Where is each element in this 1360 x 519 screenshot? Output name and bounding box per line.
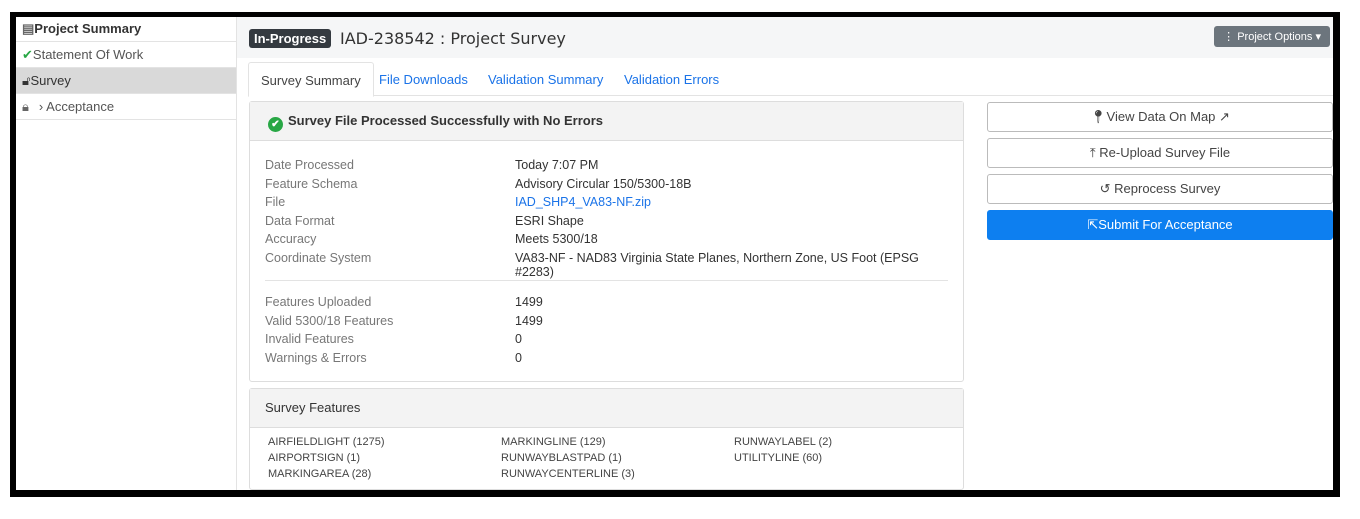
file-link[interactable]: IAD_SHP4_VA83-NF.zip xyxy=(515,195,651,210)
header: In-Progress IAD-238542 : Project Survey … xyxy=(237,17,1333,58)
page-title: IAD-238542 : Project Survey xyxy=(340,29,566,48)
feature-item: RUNWAYCENTERLINE (3) xyxy=(501,468,635,480)
sidebar-item-project-summary[interactable]: ▤Project Summary xyxy=(16,17,236,42)
sidebar-item-acceptance[interactable]: 🔒︎ › Acceptance xyxy=(16,94,236,120)
sidebar-item-statement-of-work[interactable]: ✔Statement Of Work xyxy=(16,42,236,68)
lock-icon: 🔒︎ xyxy=(22,99,29,114)
view-data-on-map-button[interactable]: 📍︎View Data On Map ↗ xyxy=(987,102,1333,132)
feature-item: MARKINGAREA (28) xyxy=(268,468,372,480)
count-label: Invalid Features xyxy=(265,332,354,347)
sidebar: ▤Project Summary ✔Statement Of Work 🔓︎Su… xyxy=(16,17,237,490)
feature-item: RUNWAYLABEL (2) xyxy=(734,436,833,448)
count-value: 0 xyxy=(515,332,522,347)
app: ▤Project Summary ✔Statement Of Work 🔓︎Su… xyxy=(16,17,1333,490)
detail-value: Today 7:07 PM xyxy=(515,158,599,172)
detail-label: File xyxy=(265,195,286,210)
tab-survey-summary[interactable]: Survey Summary xyxy=(248,62,374,97)
feature-item: MARKINGLINE (129) xyxy=(501,436,606,448)
count-label: Valid 5300/18 Features xyxy=(265,313,394,328)
tab-validation-errors[interactable]: Validation Errors xyxy=(624,72,720,87)
detail-label: Accuracy xyxy=(265,232,317,247)
project-options-button[interactable]: ⋮ Project Options ▾ xyxy=(1214,26,1330,47)
count-value: 1499 xyxy=(515,295,543,309)
tab-validation-summary[interactable]: Validation Summary xyxy=(488,72,604,87)
share-icon: ⇱ xyxy=(1087,217,1099,232)
feature-item: AIRPORTSIGN (1) xyxy=(268,452,361,464)
undo-icon: ↺ xyxy=(1099,181,1115,196)
check-icon: ✔ xyxy=(22,47,33,62)
submit-for-acceptance-button[interactable]: ⇱Submit For Acceptance xyxy=(987,210,1333,240)
list-icon: ▤ xyxy=(22,21,35,36)
feature-item: UTILITYLINE (60) xyxy=(734,452,823,464)
detail-label: Date Processed xyxy=(265,158,354,172)
detail-value: Meets 5300/18 xyxy=(515,232,598,247)
reupload-survey-button[interactable]: ⤒ Re-Upload Survey File xyxy=(987,138,1333,168)
vertical-dots-icon: ⋮ xyxy=(1223,31,1238,43)
detail-value: VA83-NF - NAD83 Virginia State Planes, N… xyxy=(515,251,919,279)
features-heading: Survey Features xyxy=(250,389,963,428)
reprocess-survey-button[interactable]: ↺ Reprocess Survey xyxy=(987,174,1333,204)
count-value: 1499 xyxy=(515,313,543,328)
tab-bar: Survey Summary File Downloads Validation… xyxy=(248,62,1333,97)
sidebar-item-survey[interactable]: 🔓︎Survey xyxy=(16,68,236,94)
features-card: Survey Features AIRFIELDLIGHT (1275) AIRP… xyxy=(249,388,964,490)
feature-item: RUNWAYBLASTPAD (1) xyxy=(501,452,622,464)
detail-value: Advisory Circular 150/5300-18B xyxy=(515,176,692,191)
check-circle-icon: ✔ xyxy=(268,117,283,132)
divider xyxy=(265,280,948,281)
status-badge: In-Progress xyxy=(249,29,332,48)
upload-icon: ⤒ xyxy=(1089,145,1100,160)
count-label: Warnings & Errors xyxy=(265,350,367,365)
count-label: Features Uploaded xyxy=(265,295,372,309)
unlock-icon: 🔓︎ xyxy=(22,73,31,88)
main: In-Progress IAD-238542 : Project Survey … xyxy=(237,17,1333,490)
summary-card: ✔ Survey File Processed Successfully with… xyxy=(249,101,964,382)
detail-label: Coordinate System xyxy=(265,251,372,265)
summary-heading: ✔ Survey File Processed Successfully with… xyxy=(250,102,963,141)
detail-label: Feature Schema xyxy=(265,176,358,191)
feature-item: AIRFIELDLIGHT (1275) xyxy=(268,436,385,448)
count-value: 0 xyxy=(515,350,522,365)
detail-label: Data Format xyxy=(265,213,335,228)
tab-file-downloads[interactable]: File Downloads xyxy=(379,72,468,87)
detail-value: ESRI Shape xyxy=(515,213,584,228)
external-link-icon: ↗ xyxy=(1219,109,1230,124)
map-marker-icon: 📍︎ xyxy=(1090,109,1107,124)
